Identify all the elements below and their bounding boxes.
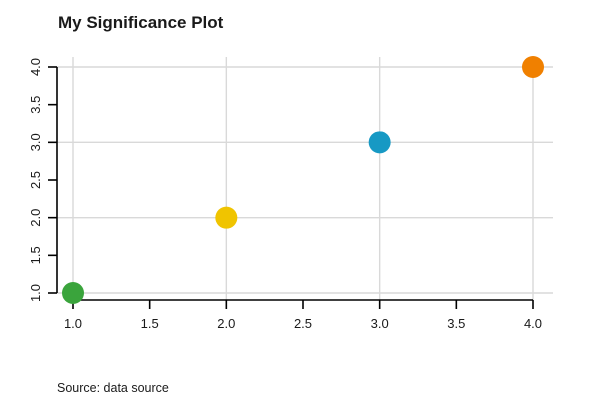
x-axis-tick-label: 1.0 [64,316,82,331]
data-point-4 [522,56,544,78]
x-axis-tick-label: 3.5 [447,316,465,331]
y-axis-tick-label: 2.5 [28,171,43,189]
x-axis-tick-label: 3.0 [371,316,389,331]
y-axis-tick-label: 4.0 [28,58,43,76]
data-point-1 [62,282,84,304]
y-axis-tick-label: 2.0 [28,209,43,227]
x-axis-tick-label: 2.0 [217,316,235,331]
y-axis-tick-label: 3.0 [28,133,43,151]
x-axis-tick-label: 1.5 [141,316,159,331]
y-axis-tick-label: 1.0 [28,284,43,302]
x-axis-tick-label: 4.0 [524,316,542,331]
chart-title: My Significance Plot [58,13,224,32]
x-axis-tick-label: 2.5 [294,316,312,331]
data-point-2 [215,206,238,229]
data-point-3 [368,131,391,154]
y-axis-tick-label: 1.5 [28,246,43,264]
y-axis-tick-label: 3.5 [28,96,43,114]
source-note: Source: data source [57,381,169,395]
